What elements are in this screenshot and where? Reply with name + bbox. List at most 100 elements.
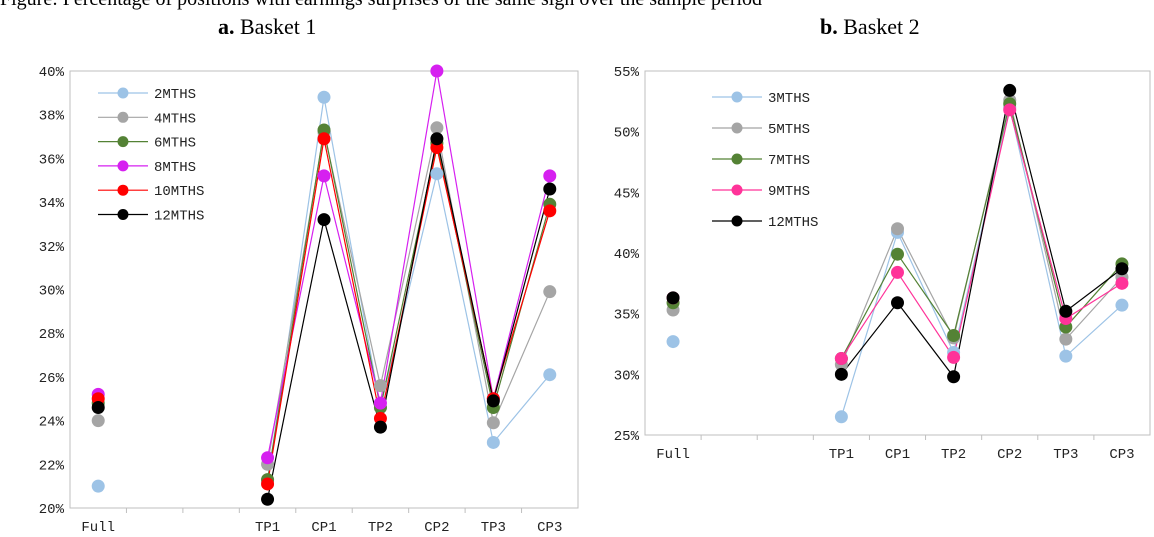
panel-a-ytick-label: 32% [39, 240, 65, 256]
panel-a-legend-label-8MTHS: 8MTHS [154, 160, 196, 176]
panel-b-legend-label-9MTHS: 9MTHS [768, 184, 810, 200]
panel-b-ytick-label: 25% [614, 429, 640, 445]
panel-b-point-7MTHS-CP1 [891, 247, 904, 261]
panel-b-legend-marker-9MTHS [731, 184, 743, 196]
panel-a-xtick-label: TP2 [368, 520, 393, 536]
panel-a-xtick-label: CP1 [311, 520, 336, 536]
panel-a-series-4MTHS [266, 127, 551, 465]
panel-b-xtick-label: Full [656, 447, 690, 463]
panel-b-xtick-label: TP2 [941, 447, 966, 463]
panel-a-ytick-label: 26% [39, 371, 65, 387]
panel-b-legend-label-5MTHS: 5MTHS [768, 122, 810, 138]
panel-b-point-3MTHS-Full [666, 335, 680, 349]
panel-a-markers-12MTHS [91, 132, 557, 506]
panel-a-point-12MTHS-TP1 [261, 492, 275, 506]
panel-b-legend-label-12MTHS: 12MTHS [768, 215, 818, 231]
panel-b-series-7MTHS [840, 103, 1123, 359]
panel-a-point-12MTHS-TP3 [486, 394, 500, 408]
panel-b-point-12MTHS-TP2 [947, 370, 961, 384]
panel-a-point-2MTHS-CP2 [430, 167, 444, 181]
panel-a-legend-marker-2MTHS [117, 87, 129, 99]
panel-a-point-8MTHS-TP2 [373, 396, 387, 410]
panel-a-series-2MTHS [266, 97, 551, 482]
panel-b-xtick-label: CP2 [997, 447, 1022, 463]
panel-a-line-4MTHS [266, 127, 551, 465]
panel-a-legend-marker-8MTHS [117, 160, 129, 172]
panel-b-line-3MTHS [840, 107, 1123, 417]
panel-a-legend-label-12MTHS: 12MTHS [154, 209, 204, 225]
panel-b-point-3MTHS-TP3 [1059, 349, 1073, 363]
panel-b-point-9MTHS-TP2 [947, 350, 961, 364]
panel-a-legend-marker-12MTHS [117, 209, 129, 220]
panel-b-line-12MTHS [840, 90, 1123, 379]
panel-a-point-8MTHS-CP1 [317, 169, 331, 183]
panel-a-point-10MTHS-TP1 [261, 477, 275, 491]
panel-a-xtick-label: TP1 [255, 520, 280, 536]
panel-b-point-5MTHS-CP1 [891, 222, 904, 236]
panel-a-point-12MTHS-TP2 [373, 420, 387, 434]
panel-b-point-9MTHS-CP1 [891, 265, 904, 279]
panel-a-point-12MTHS-Full [91, 400, 105, 414]
panel-b-plot-frame [644, 70, 1151, 436]
panel-a-series-6MTHS [266, 129, 551, 480]
panel-b-point-12MTHS-CP3 [1115, 262, 1129, 276]
panel-b-label: b. [820, 14, 838, 39]
panel-a-point-4MTHS-TP2 [373, 379, 387, 393]
panel-b-series-3MTHS [840, 107, 1123, 417]
panel-a-ytick-label: 30% [39, 284, 65, 300]
panel-b-point-12MTHS-TP3 [1059, 304, 1073, 318]
panel-a-legend: 2MTHS 4MTHS 6MTHS 8MTHS 10MTHS 12MTHS [98, 87, 204, 225]
panel-b-legend-marker-5MTHS [731, 122, 743, 134]
panel-a-line-6MTHS [266, 129, 551, 480]
panel-a-legend-label-4MTHS: 4MTHS [154, 111, 196, 127]
panel-a-ytick-label: 20% [39, 502, 65, 518]
panel-a-label: a. [218, 14, 235, 39]
panel-b-point-12MTHS-CP1 [891, 296, 904, 310]
panel-a-legend-label-10MTHS: 10MTHS [154, 184, 204, 200]
panel-b-ytick-label: 45% [614, 186, 640, 202]
panel-a-xtick-label: Full [81, 520, 115, 536]
panel-b-legend-marker-7MTHS [731, 153, 743, 165]
panel-b-line-7MTHS [840, 103, 1123, 359]
panel-b-legend-marker-3MTHS [731, 91, 743, 103]
panel-a-point-2MTHS-Full [91, 479, 105, 493]
panel-b-point-7MTHS-TP2 [947, 329, 961, 343]
panel-b-legend: 3MTHS 5MTHS 7MTHS 9MTHS 12MTHS [712, 91, 818, 231]
panel-a-markers-8MTHS [91, 64, 557, 465]
panel-a-point-10MTHS-CP3 [543, 204, 557, 218]
panel-a-chart: 20% 22% 24% 26% 28% 30% 32% 34% 36% 38% 40% Full TP1… [39, 64, 579, 536]
panel-a-legend-marker-6MTHS [117, 136, 129, 148]
panel-a-xtick-label: CP2 [424, 520, 449, 536]
panel-a-plot-frame [69, 70, 579, 509]
panel-a-point-4MTHS-TP3 [486, 416, 500, 430]
panel-a-legend-label-2MTHS: 2MTHS [154, 87, 196, 103]
panel-b-legend-marker-12MTHS [731, 215, 743, 227]
panel-a-ytick-label: 24% [39, 415, 65, 431]
panel-b-title-text: Basket 2 [843, 14, 920, 39]
panel-a-point-10MTHS-CP1 [317, 132, 331, 146]
panel-a-point-12MTHS-CP3 [543, 182, 557, 196]
panel-a-legend-marker-4MTHS [117, 111, 129, 123]
panel-a-ytick-label: 38% [39, 109, 65, 125]
panel-a-legend-label-6MTHS: 6MTHS [154, 136, 196, 152]
panel-a-point-12MTHS-CP1 [317, 213, 331, 227]
panel-a-point-4MTHS-CP3 [543, 285, 557, 299]
panel-b-legend-label-3MTHS: 3MTHS [768, 91, 810, 107]
panel-a-series-8MTHS [266, 70, 551, 458]
panel-b-point-12MTHS-TP1 [834, 367, 848, 381]
panel-b-point-3MTHS-CP3 [1115, 298, 1129, 312]
panel-b-chart: 25% 30% 35% 40% 45% 50% 55% Full TP1 CP1 TP2 CP2 TP3… [614, 65, 1151, 463]
panel-a-title: a. Basket 1 [218, 14, 316, 40]
panel-b-ytick-label: 55% [614, 65, 640, 81]
panel-a-ytick-label: 36% [39, 152, 65, 168]
panel-b-markers-5MTHS [666, 93, 1129, 372]
panel-b-markers-12MTHS [666, 83, 1129, 384]
panel-a-point-2MTHS-TP3 [486, 435, 500, 449]
panel-a-point-8MTHS-TP1 [261, 451, 275, 465]
panel-a-xtick-label: CP3 [537, 520, 562, 536]
panel-b-xtick-label: TP3 [1053, 447, 1078, 463]
panel-a-ytick-label: 28% [39, 327, 65, 343]
panel-a-series-12MTHS [266, 138, 551, 500]
panel-a-ytick-label: 40% [39, 65, 65, 81]
panel-b-ytick-label: 35% [614, 308, 640, 324]
